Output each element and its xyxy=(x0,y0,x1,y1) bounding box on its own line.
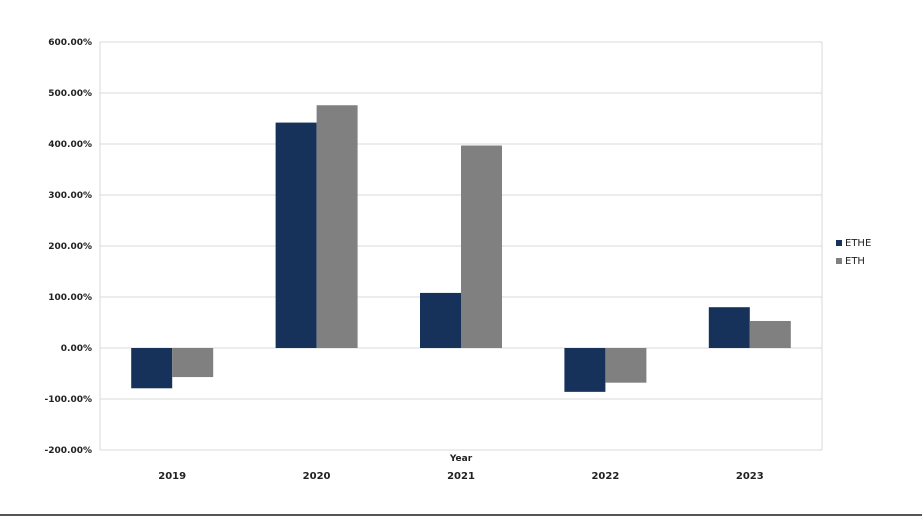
y-tick-label: 400.00% xyxy=(48,140,92,150)
bar-ethe-2022 xyxy=(564,348,606,392)
bar-eth-2021 xyxy=(461,145,502,348)
bar-eth-2023 xyxy=(749,320,791,348)
x-axis-title: Year xyxy=(449,454,473,464)
bars xyxy=(131,105,791,392)
bar-eth-2019 xyxy=(172,348,214,378)
y-tick-label: 100.00% xyxy=(48,293,92,303)
bar-ethe-2023 xyxy=(708,307,750,348)
legend: ETHE ETH xyxy=(836,238,871,267)
y-tick-label: -100.00% xyxy=(45,395,92,405)
y-tick-label: 500.00% xyxy=(48,89,92,99)
bar-ethe-2021 xyxy=(420,292,461,348)
bar-eth-2022 xyxy=(605,348,647,383)
y-tick-label: 300.00% xyxy=(48,191,92,201)
legend-swatch-eth xyxy=(836,258,842,264)
y-tick-label: -200.00% xyxy=(45,446,92,456)
x-tick-label: 2019 xyxy=(158,471,186,482)
legend-label-eth: ETH xyxy=(845,256,865,267)
x-axis-category-labels: 2019 2020 2021 2022 2023 xyxy=(158,471,763,482)
x-tick-label: 2021 xyxy=(447,471,475,482)
legend-swatch-ethe xyxy=(836,240,842,246)
y-tick-label: 0.00% xyxy=(61,344,92,354)
bar-ethe-2019 xyxy=(131,348,173,389)
x-tick-label: 2022 xyxy=(591,471,619,482)
y-tick-label: 600.00% xyxy=(48,38,92,48)
legend-label-ethe: ETHE xyxy=(845,238,871,249)
x-tick-label: 2020 xyxy=(303,471,331,482)
bar-eth-2020 xyxy=(316,105,358,349)
y-axis-tick-labels: 600.00% 500.00% 400.00% 300.00% 200.00% 100.0… xyxy=(45,38,92,456)
bar-ethe-2020 xyxy=(275,122,317,348)
y-tick-label: 200.00% xyxy=(48,242,92,252)
x-tick-label: 2023 xyxy=(736,471,764,482)
bottom-divider xyxy=(0,514,922,516)
